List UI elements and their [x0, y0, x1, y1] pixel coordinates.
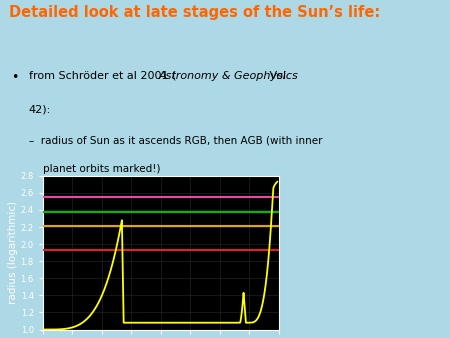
Text: Vol: Vol: [266, 71, 286, 81]
Text: •: •: [11, 71, 19, 84]
Y-axis label: radius (logarithmic): radius (logarithmic): [8, 201, 18, 304]
Text: planet orbits marked!): planet orbits marked!): [43, 164, 160, 174]
Text: –  radius of Sun as it ascends RGB, then AGB (with inner: – radius of Sun as it ascends RGB, then …: [29, 135, 322, 145]
Text: Detailed look at late stages of the Sun’s life:: Detailed look at late stages of the Sun’…: [9, 5, 380, 20]
Text: 42):: 42):: [29, 105, 51, 115]
Text: from Schröder et al 2001 (: from Schröder et al 2001 (: [29, 71, 176, 81]
Text: Astronomy & Geophysics: Astronomy & Geophysics: [158, 71, 298, 81]
